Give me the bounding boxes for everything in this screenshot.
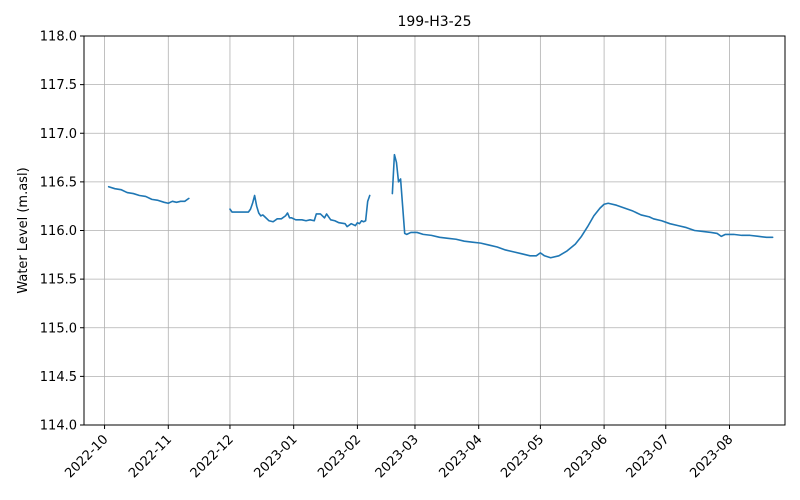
y-tick-label: 118.0 [40, 30, 77, 45]
y-tick-label: 114.0 [40, 419, 77, 434]
y-tick-label: 116.0 [40, 224, 77, 239]
y-tick-label: 115.0 [40, 321, 77, 336]
y-tick-label: 117.0 [40, 127, 77, 142]
series-line-segment [391, 153, 774, 259]
y-tick-label: 116.5 [40, 175, 77, 190]
y-tick-label: 114.5 [40, 370, 77, 385]
y-axis: 114.0 114.5 115.0 115.5 116.0 116.5 117.0 117.5… [40, 30, 84, 434]
chart-title: 199-H3-25 [397, 14, 471, 30]
y-axis-label: Water Level (m.asl) [16, 167, 31, 293]
series-layer [107, 153, 774, 259]
y-tick-label: 117.5 [40, 78, 77, 93]
series-line-segment [229, 194, 371, 228]
series-line-segment [107, 185, 190, 205]
y-tick-label: 115.5 [40, 273, 77, 288]
